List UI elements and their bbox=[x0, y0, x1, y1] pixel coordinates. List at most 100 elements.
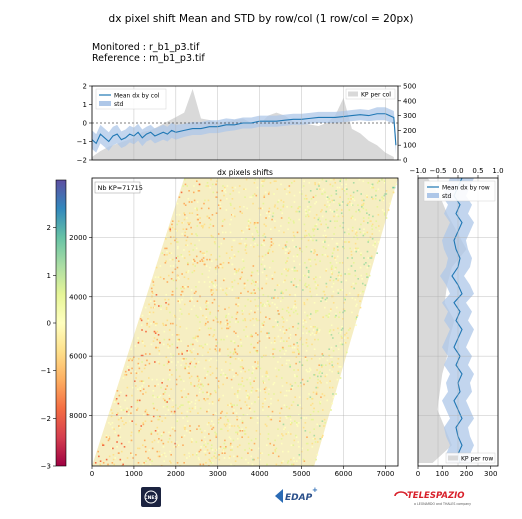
kp-point bbox=[323, 230, 326, 232]
kp-point bbox=[308, 209, 310, 211]
kp-point bbox=[320, 382, 322, 384]
kp-point bbox=[278, 369, 280, 371]
kp-point bbox=[280, 337, 283, 339]
kp-point bbox=[199, 449, 202, 451]
kp-point bbox=[108, 438, 111, 440]
kp-point bbox=[325, 194, 328, 197]
kp-point bbox=[231, 406, 233, 408]
kp-point bbox=[253, 246, 255, 248]
kp-point bbox=[343, 297, 346, 299]
kp-point bbox=[251, 279, 254, 282]
kp-point bbox=[261, 356, 263, 358]
kp-point bbox=[293, 180, 296, 182]
kp-point bbox=[241, 268, 243, 270]
kp-point bbox=[168, 338, 171, 341]
kp-point bbox=[213, 284, 215, 286]
kp-point bbox=[137, 447, 139, 450]
kp-point bbox=[238, 444, 241, 446]
kp-point bbox=[195, 233, 197, 235]
kp-point bbox=[282, 330, 285, 333]
kp-point bbox=[144, 364, 147, 366]
kp-point bbox=[182, 417, 184, 419]
kp-point bbox=[122, 377, 125, 379]
kp-point bbox=[222, 262, 225, 264]
kp-point bbox=[207, 199, 210, 202]
kp-point bbox=[282, 318, 285, 320]
kp-point bbox=[328, 354, 331, 357]
kp-point bbox=[187, 286, 189, 288]
kp-point bbox=[280, 183, 282, 186]
kp-point bbox=[230, 340, 232, 342]
kp-point bbox=[256, 230, 258, 232]
kp-point bbox=[240, 457, 243, 459]
kp-point bbox=[292, 220, 295, 222]
kp-point bbox=[309, 334, 312, 336]
kp-point bbox=[332, 350, 335, 352]
kp-point bbox=[172, 279, 175, 282]
kp-point bbox=[326, 206, 328, 208]
kp-point bbox=[276, 324, 279, 326]
kp-point bbox=[248, 398, 250, 400]
kp-point bbox=[161, 420, 164, 422]
kp-point bbox=[342, 201, 344, 203]
kp-point bbox=[308, 393, 310, 395]
kp-point bbox=[338, 202, 340, 205]
kp-point bbox=[117, 402, 120, 405]
kp-point bbox=[147, 318, 149, 320]
kp-point bbox=[209, 281, 211, 283]
kp-point bbox=[297, 345, 299, 347]
kp-point bbox=[205, 308, 208, 310]
kp-point bbox=[138, 340, 140, 342]
kp-point bbox=[301, 378, 304, 381]
kp-point bbox=[371, 186, 373, 189]
kp-point bbox=[149, 311, 151, 314]
kp-point bbox=[208, 359, 211, 362]
kp-point bbox=[270, 398, 272, 400]
kp-point bbox=[312, 228, 314, 230]
kp-point bbox=[241, 428, 243, 430]
kp-point bbox=[209, 348, 211, 350]
kp-point bbox=[239, 338, 242, 341]
kp-point bbox=[294, 434, 297, 437]
kp-point bbox=[252, 370, 254, 373]
kp-point bbox=[330, 266, 333, 269]
kp-point bbox=[170, 410, 173, 413]
kp-point bbox=[335, 314, 337, 317]
top-y2tick-label: 200 bbox=[403, 127, 416, 135]
kp-point bbox=[171, 294, 174, 296]
kp-point bbox=[336, 255, 339, 258]
kp-point bbox=[194, 407, 197, 410]
kp-point bbox=[268, 318, 271, 320]
kp-point bbox=[279, 420, 281, 422]
kp-point bbox=[199, 260, 202, 262]
kp-point bbox=[331, 273, 333, 275]
kp-point bbox=[366, 196, 368, 198]
kp-point bbox=[287, 228, 289, 230]
legend-swatch-kp bbox=[348, 91, 358, 97]
kp-point bbox=[274, 226, 276, 229]
kp-point bbox=[140, 319, 143, 322]
kp-point bbox=[309, 290, 311, 293]
kp-point bbox=[227, 313, 230, 315]
kp-point bbox=[215, 391, 217, 394]
kp-point bbox=[172, 265, 175, 267]
kp-point bbox=[168, 378, 171, 381]
kp-point bbox=[322, 409, 324, 411]
kp-point bbox=[189, 350, 192, 352]
kp-point bbox=[294, 270, 297, 272]
kp-point bbox=[243, 282, 246, 285]
kp-point bbox=[244, 242, 246, 245]
kp-point bbox=[205, 359, 207, 362]
kp-point bbox=[303, 303, 306, 306]
kp-point bbox=[140, 354, 143, 357]
kp-point bbox=[180, 313, 183, 315]
kp-point bbox=[232, 353, 235, 355]
right-xtick-bottom-label: 200 bbox=[460, 470, 473, 478]
kp-point bbox=[348, 273, 351, 275]
kp-point bbox=[181, 255, 184, 258]
kp-point bbox=[190, 441, 193, 443]
kp-point bbox=[275, 180, 277, 182]
kp-point bbox=[256, 319, 258, 322]
kp-point bbox=[215, 345, 218, 347]
kp-point bbox=[245, 244, 248, 246]
